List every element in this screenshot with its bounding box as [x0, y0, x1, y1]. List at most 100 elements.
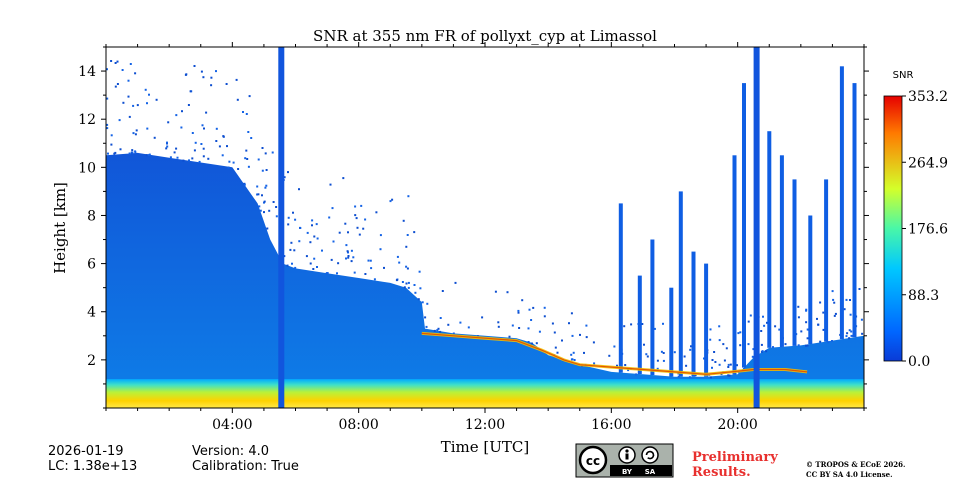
- noise-dot: [797, 316, 800, 319]
- noise-dot: [146, 127, 149, 130]
- noise-dot: [535, 342, 538, 345]
- noise-dot: [425, 325, 428, 328]
- noise-dot: [728, 374, 731, 377]
- sa-label: SA: [645, 468, 656, 476]
- noise-dot: [571, 334, 574, 337]
- noise-dot: [827, 341, 830, 344]
- noise-dot: [797, 344, 800, 347]
- aerosol-layer-core: [421, 332, 808, 375]
- noise-dot: [518, 327, 521, 329]
- noise-dot: [623, 325, 626, 328]
- noise-dot: [294, 266, 297, 269]
- noise-dot: [283, 176, 286, 179]
- noise-dot: [294, 218, 297, 221]
- noise-dot: [235, 78, 238, 81]
- noise-dot: [395, 279, 398, 282]
- noise-dot: [200, 143, 203, 145]
- noise-dot: [272, 201, 275, 203]
- noise-dot: [585, 324, 588, 327]
- y-tick-label: 2: [87, 353, 96, 369]
- noise-dot: [232, 161, 235, 164]
- noise-dot: [247, 165, 250, 168]
- y-tick-label: 12: [78, 112, 96, 128]
- noise-dot: [175, 114, 178, 117]
- noise-dot: [573, 359, 576, 361]
- noise-dot: [311, 224, 313, 227]
- cloud-streak: [852, 83, 857, 338]
- noise-dot: [293, 249, 296, 252]
- noise-dot: [338, 231, 341, 234]
- noise-dot: [805, 309, 808, 312]
- noise-dot: [406, 234, 409, 236]
- colorbar-tick-label: 264.9: [908, 155, 948, 171]
- noise-dot: [459, 321, 462, 324]
- preliminary-label: Preliminary: [692, 450, 778, 465]
- noise-dot: [248, 95, 251, 98]
- noise-dot: [822, 328, 825, 331]
- noise-dot: [538, 330, 541, 333]
- noise-dot: [627, 369, 630, 372]
- noise-dot: [739, 344, 742, 347]
- y-tick-label: 6: [87, 257, 96, 273]
- noise-dot: [570, 358, 573, 361]
- noise-dot: [242, 111, 244, 113]
- noise-dot: [766, 321, 768, 324]
- noise-dot: [751, 355, 754, 358]
- noise-dot: [169, 156, 172, 159]
- noise-dot: [662, 359, 665, 362]
- noise-dot: [532, 306, 535, 309]
- y-tick-label: 4: [87, 305, 96, 321]
- noise-dot: [264, 152, 267, 155]
- noise-dot: [364, 273, 367, 275]
- noise-dot: [188, 159, 190, 162]
- noise-dot: [718, 339, 721, 342]
- noise-dot: [228, 160, 231, 163]
- noise-dot: [244, 157, 247, 160]
- noise-dot: [185, 73, 188, 76]
- noise-dot: [703, 357, 705, 360]
- noise-dot: [747, 320, 750, 323]
- noise-dot: [805, 321, 808, 324]
- noise-dot: [358, 233, 361, 236]
- noise-dot: [153, 136, 156, 139]
- noise-dot: [258, 205, 261, 208]
- footer-lc: LC: 1.38e+13: [48, 459, 137, 474]
- noise-dot: [136, 104, 139, 107]
- noise-dot: [778, 328, 781, 331]
- results-label: Results.: [692, 465, 751, 480]
- noise-dot: [752, 348, 755, 351]
- noise-dot: [613, 345, 616, 348]
- noise-dot: [344, 222, 347, 225]
- y-tick-label: 8: [87, 208, 96, 224]
- noise-dot: [403, 286, 406, 289]
- noise-dot: [189, 90, 192, 93]
- noise-dot: [165, 147, 168, 150]
- noise-dot: [352, 256, 355, 259]
- cloud-streak: [808, 215, 813, 344]
- noise-dot: [556, 351, 559, 354]
- noise-dot: [418, 270, 421, 273]
- noise-dot: [831, 340, 833, 342]
- noise-dot: [579, 333, 581, 336]
- cloud-streak: [650, 239, 655, 375]
- cloud-streaks: [618, 66, 857, 377]
- gap-column: [753, 47, 760, 408]
- noise-dot: [116, 60, 119, 63]
- noise-dot: [356, 226, 359, 229]
- x-tick-label: 08:00: [338, 417, 378, 433]
- noise-dot: [193, 149, 196, 152]
- noise-dot: [718, 363, 721, 366]
- noise-dot: [454, 281, 457, 284]
- chart-title: SNR at 355 nm FR of pollyxt_cyp at Limas…: [313, 27, 657, 45]
- noise-dot: [570, 353, 573, 356]
- noise-dot: [714, 361, 717, 363]
- noise-dot: [176, 156, 179, 159]
- noise-dot: [275, 206, 278, 208]
- noise-dot: [148, 93, 150, 96]
- noise-dot: [127, 79, 130, 82]
- noise-dot: [568, 322, 570, 325]
- noise-dot: [517, 309, 520, 312]
- noise-dot: [608, 354, 611, 357]
- noise-dot: [819, 301, 822, 304]
